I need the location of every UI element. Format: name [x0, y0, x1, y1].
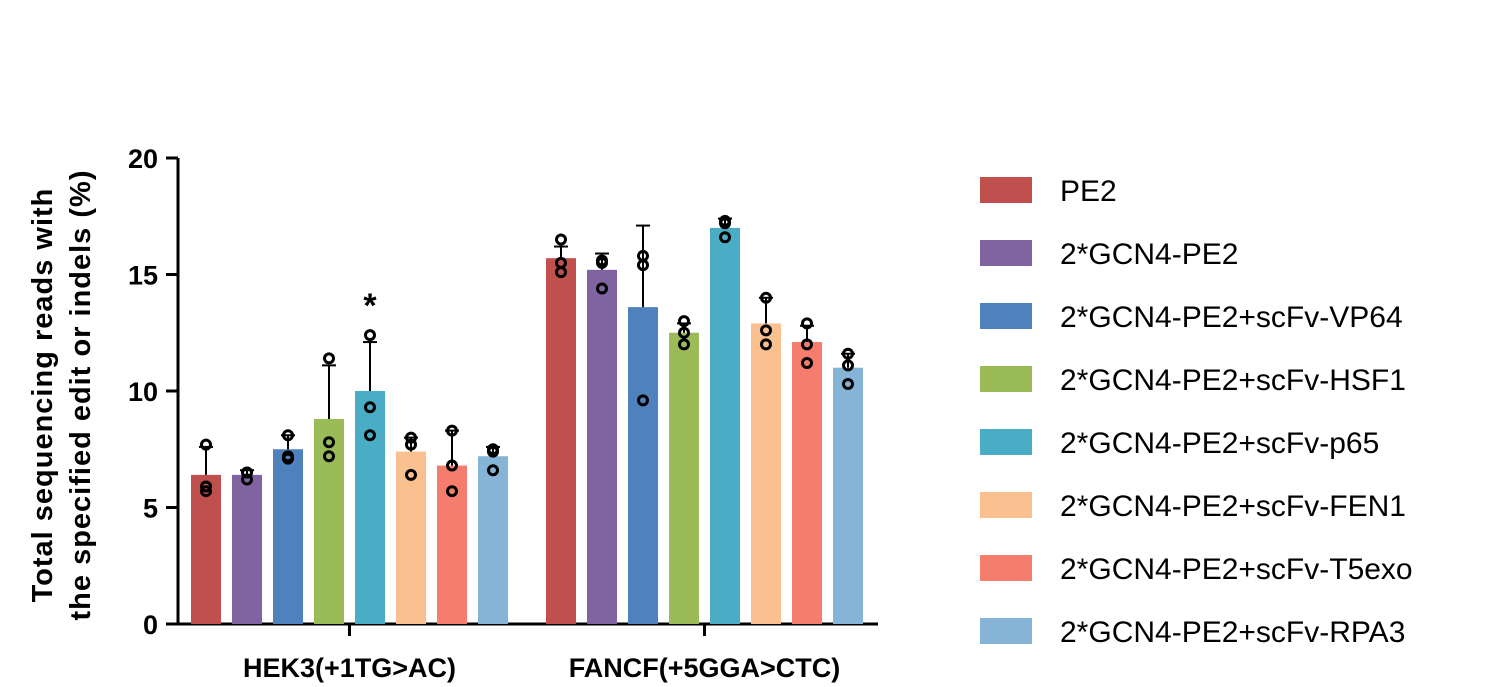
y-tick-label: 20: [128, 144, 158, 174]
bar: [396, 451, 426, 624]
bar: [232, 474, 262, 624]
legend-label: 2*GCN4-PE2+scFv-VP64: [1060, 301, 1403, 334]
legend-label: PE2: [1060, 175, 1117, 208]
x-category-label: FANCF(+5GGA>CTC): [569, 653, 841, 683]
data-point: [596, 256, 608, 269]
legend-label: 2*GCN4-PE2+scFv-FEN1: [1060, 490, 1406, 523]
data-point: [200, 480, 212, 493]
legend-label: 2*GCN4-PE2+scFv-p65: [1060, 427, 1379, 460]
data-point: [842, 347, 854, 360]
y-tick-label: 5: [143, 494, 158, 524]
data-point: [282, 452, 294, 465]
data-point: [678, 338, 690, 351]
data-point: [323, 352, 335, 365]
legend-swatch: [980, 555, 1032, 581]
data-point: [678, 326, 690, 339]
bars: *: [191, 214, 863, 624]
data-point: [323, 450, 335, 463]
bar: [628, 307, 658, 624]
legend-swatch: [980, 366, 1032, 392]
data-point: [801, 357, 813, 370]
data-point: [200, 438, 212, 451]
data-point: [842, 359, 854, 372]
data-point: [364, 329, 376, 342]
data-point: [801, 317, 813, 330]
bar: [191, 474, 221, 624]
y-tick-label: 0: [143, 610, 158, 640]
data-point: [405, 438, 417, 451]
data-point: [555, 266, 567, 279]
legend: PE2 2*GCN4-PE2 2*GCN4-PE2+scFv-VP64 2*GCN4-…: [980, 175, 1413, 649]
data-point: [555, 233, 567, 246]
bar: [669, 332, 699, 624]
y-axis-title-line2: the specified edit or indels (%): [65, 170, 97, 621]
data-point: [405, 431, 417, 444]
x-category-label: HEK3(+1TG>AC): [243, 653, 456, 683]
legend-label: 2*GCN4-PE2+scFv-RPA3: [1060, 616, 1405, 649]
bar: [437, 465, 467, 624]
y-tick-label: 15: [128, 261, 158, 291]
bar: [751, 323, 781, 624]
data-point: [801, 338, 813, 351]
data-point: [760, 338, 772, 351]
data-point: [487, 464, 499, 477]
bar: [314, 418, 344, 624]
y-tick-label: 10: [128, 377, 158, 407]
data-point: [719, 231, 731, 244]
data-point: [842, 378, 854, 391]
bar: [546, 258, 576, 624]
data-point: [364, 401, 376, 414]
data-point: [678, 315, 690, 328]
data-point: [760, 324, 772, 337]
legend-swatch: [980, 303, 1032, 329]
data-point: [719, 217, 731, 230]
data-point: [637, 394, 649, 407]
data-point: [760, 291, 772, 304]
y-axis-title: Total sequencing reads with the specifie…: [27, 170, 97, 621]
legend-swatch: [980, 429, 1032, 455]
data-point: [241, 466, 253, 479]
data-point: [405, 468, 417, 481]
legend-swatch: [980, 177, 1032, 203]
legend-label: 2*GCN4-PE2+scFv-HSF1: [1060, 364, 1406, 397]
significance-asterisk: *: [363, 287, 377, 325]
data-point: [446, 459, 458, 472]
bar: [273, 449, 303, 624]
legend-label: 2*GCN4-PE2: [1060, 238, 1238, 271]
bar: [792, 342, 822, 624]
data-point: [200, 485, 212, 498]
data-point: [323, 436, 335, 449]
bar: [833, 367, 863, 624]
legend-label: 2*GCN4-PE2+scFv-T5exo: [1060, 553, 1413, 586]
axes: 0 5 10 15 20 HEK3(+1TG>AC) FANCF(+5GGA>CTC): [128, 144, 878, 683]
data-point: [596, 282, 608, 295]
legend-swatch: [980, 492, 1032, 518]
data-point: [364, 429, 376, 442]
legend-swatch: [980, 240, 1032, 266]
legend-swatch: [980, 618, 1032, 644]
data-point: [282, 429, 294, 442]
y-axis-title-line1: Total sequencing reads with: [27, 188, 59, 603]
data-point: [637, 259, 649, 272]
data-point: [487, 445, 499, 458]
data-point: [446, 485, 458, 498]
bar: [355, 391, 385, 624]
data-point: [241, 473, 253, 486]
bar: [587, 269, 617, 624]
bar: [710, 227, 740, 624]
bar: [478, 456, 508, 624]
data-point: [446, 424, 458, 437]
